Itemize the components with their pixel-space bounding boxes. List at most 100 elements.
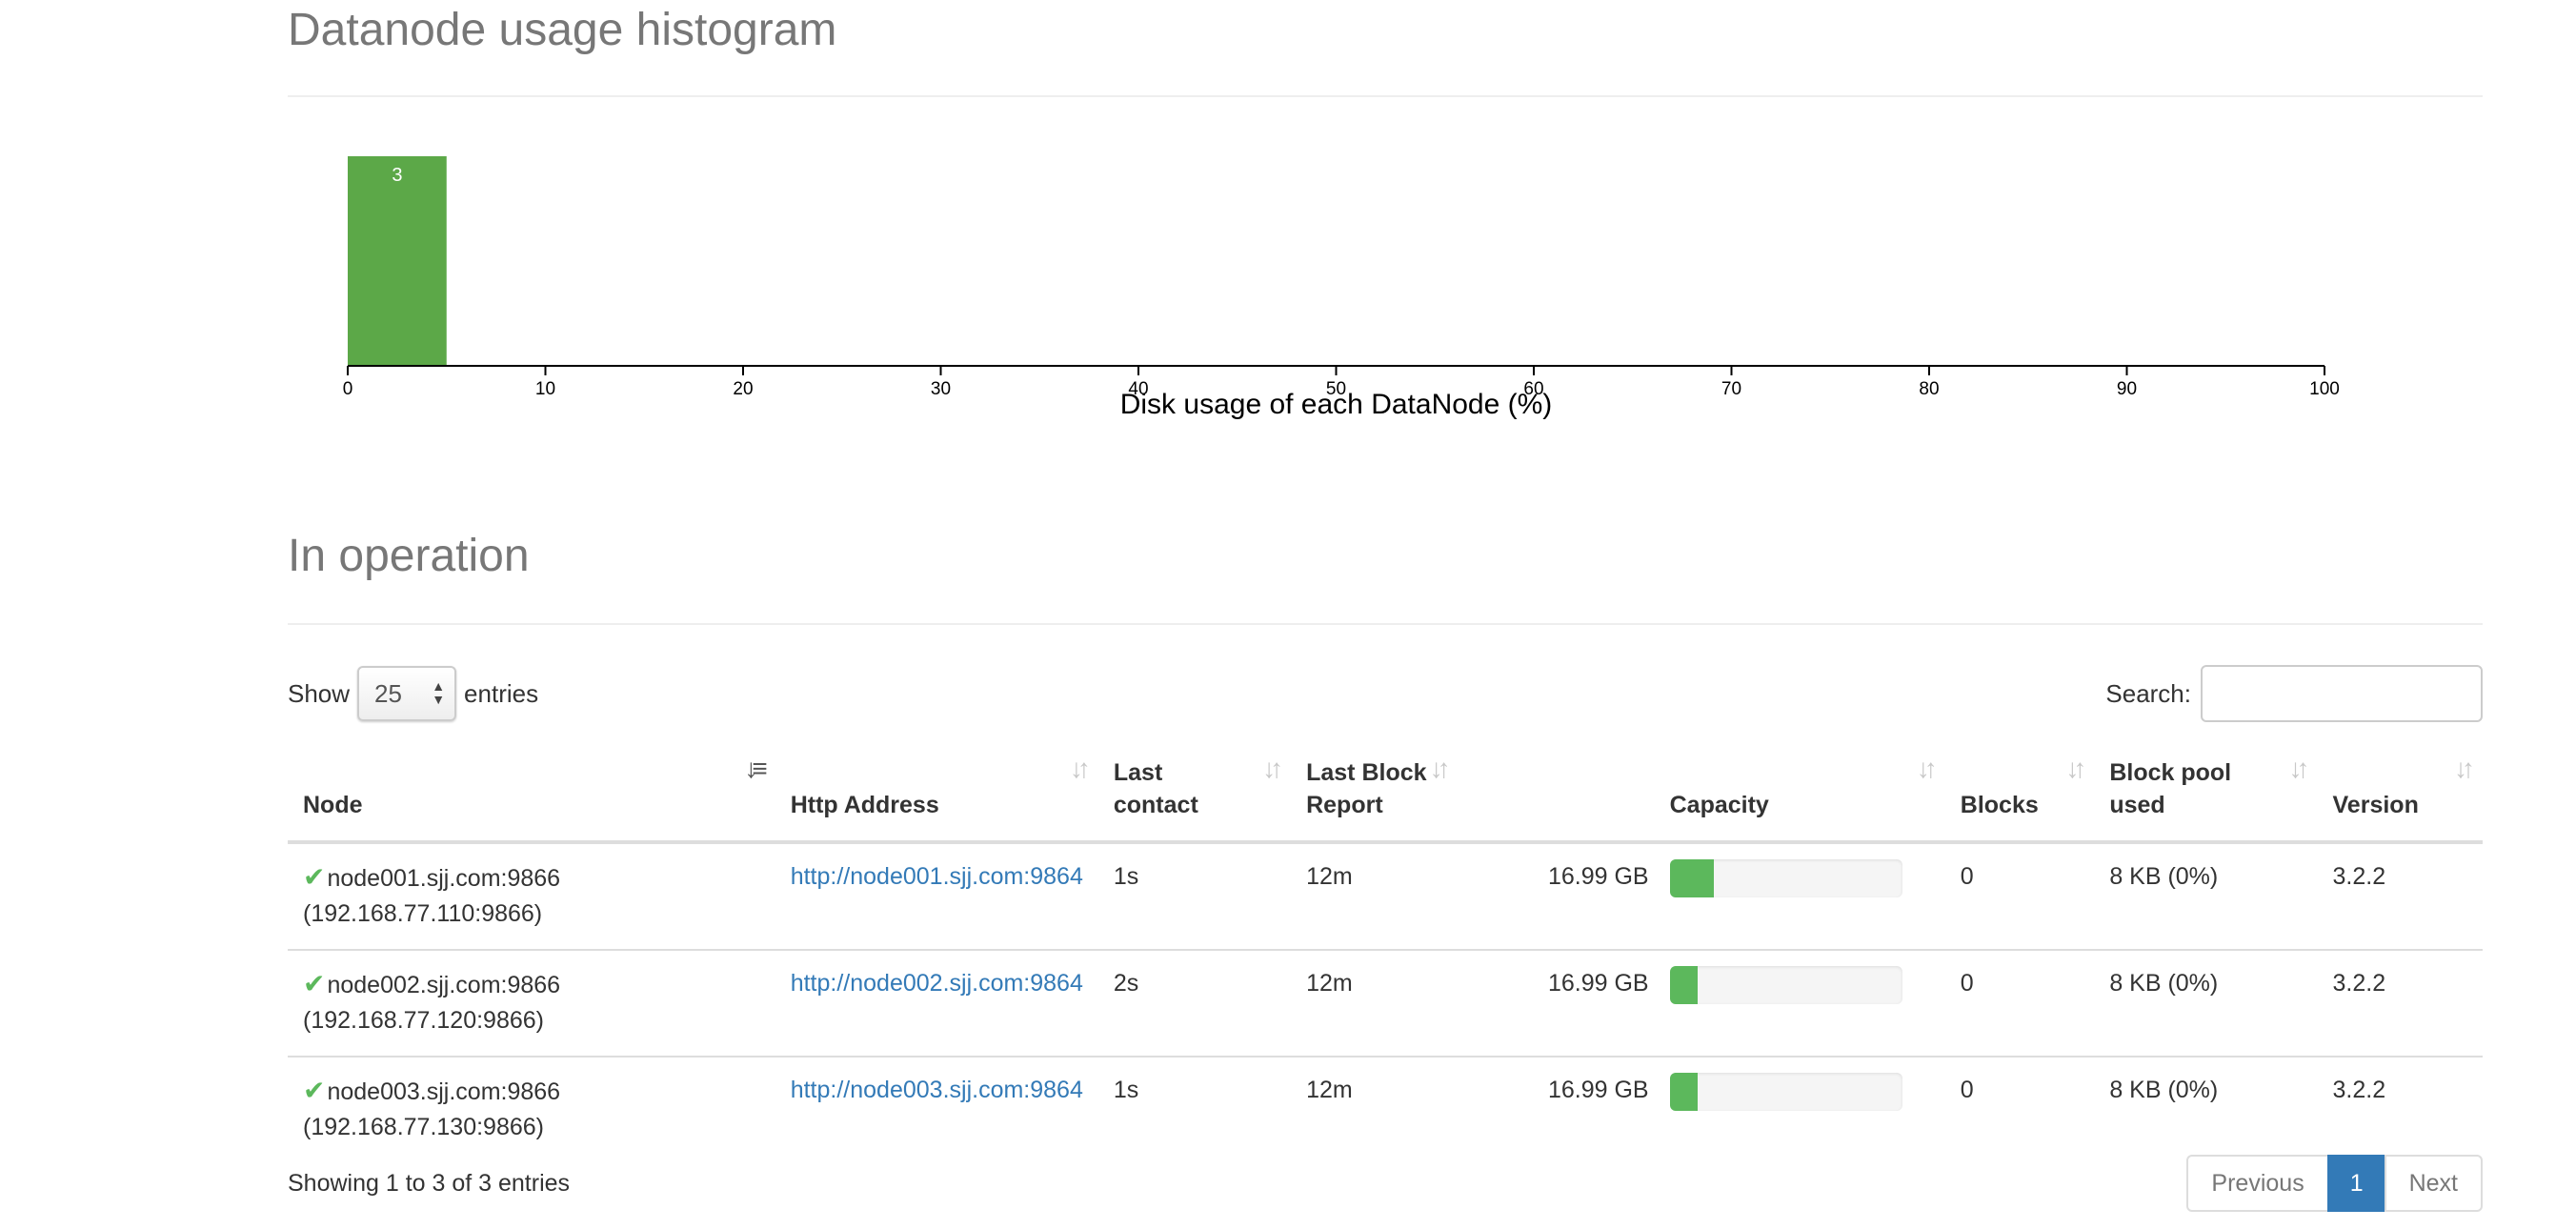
- sort-icon: ↓↑: [2454, 754, 2475, 783]
- block-pool-used-cell: 8 KB (0%): [2094, 949, 2318, 1057]
- http-cell: http://node003.sjj.com:9864: [775, 1056, 1098, 1162]
- page-length-control: Show 25 ▲ ▼ entries: [288, 663, 538, 724]
- capacity-progress-bar: [1669, 966, 1698, 1004]
- last-block-report-cell: 12m: [1291, 949, 1670, 1057]
- col-header-node[interactable]: Node ↓≡: [288, 745, 775, 844]
- sort-icon: ↓↑: [2065, 754, 2086, 783]
- check-icon: ✔: [303, 862, 326, 892]
- datanode-table-body: ✔node001.sjj.com:9866 (192.168.77.110:986…: [288, 842, 2483, 1162]
- capacity-progress-bar: [1669, 859, 1714, 897]
- col-header-node-label: Node: [303, 792, 363, 818]
- x-axis-tick-label: 80: [1919, 379, 1939, 399]
- capacity-progress: [1669, 966, 1902, 1004]
- last-contact-cell: 1s: [1113, 863, 1139, 890]
- sort-icon: ↓↑: [1916, 754, 1938, 783]
- x-axis-tick-label: 0: [343, 379, 353, 399]
- search-control: Search:: [2105, 663, 2483, 724]
- col-header-last-block-report-label: Last Block Report: [1306, 759, 1427, 818]
- node-name: node003.sjj.com:9866: [327, 1078, 561, 1105]
- col-header-version-label: Version: [2332, 792, 2419, 818]
- node-name: node002.sjj.com:9866: [327, 972, 561, 998]
- in-operation-divider: [288, 623, 2483, 625]
- version-cell: 3.2.2: [2317, 1056, 2483, 1162]
- datanode-table: Node ↓≡ Http Address ↓↑ Last contact ↓↑ Las…: [288, 745, 2483, 1162]
- http-address-link[interactable]: http://node003.sjj.com:9864: [790, 1077, 1083, 1103]
- capacity-value: 16.99 GB: [1547, 863, 1649, 890]
- capacity-value: 16.99 GB: [1547, 1077, 1649, 1103]
- check-icon: ✔: [303, 1076, 326, 1105]
- x-axis-tick-label: 40: [1128, 379, 1148, 399]
- blocks-cell: 0: [1960, 863, 1974, 890]
- sort-asc-icon: ↓≡: [744, 754, 767, 783]
- version-cell: 3.2.2: [2332, 863, 2386, 890]
- col-header-http-label: Http Address: [790, 792, 939, 818]
- check-icon: ✔: [303, 969, 326, 998]
- col-header-last-block-report[interactable]: Last Block Report ↓↑: [1291, 745, 1670, 844]
- blocks-cell: 0: [1944, 1056, 2095, 1162]
- table-info: Showing 1 to 3 of 3 entries: [288, 1170, 571, 1197]
- capacity-cell: 16.99 GB: [1548, 1056, 1945, 1162]
- col-header-block-pool-used-label: Block pool used: [2109, 759, 2232, 818]
- capacity-cell: 16.99 GB: [1548, 842, 1945, 950]
- node-name: node001.sjj.com:9866: [327, 865, 561, 892]
- histogram-title: Datanode usage histogram: [288, 5, 837, 55]
- entries-label: entries: [464, 678, 539, 708]
- previous-page-button[interactable]: Previous: [2186, 1155, 2329, 1212]
- histogram-divider: [288, 95, 2483, 97]
- col-header-blocks-label: Blocks: [1960, 792, 2039, 818]
- sort-icon: ↓↑: [1069, 754, 1091, 783]
- table-row: ✔node001.sjj.com:9866 (192.168.77.110:986…: [288, 842, 2483, 950]
- capacity-progress: [1669, 859, 1902, 897]
- version-cell: 3.2.2: [2317, 949, 2483, 1057]
- node-cell: ✔node003.sjj.com:9866 (192.168.77.130:986…: [288, 1056, 775, 1162]
- capacity-value: 16.99 GB: [1547, 970, 1649, 997]
- next-page-button[interactable]: Next: [2384, 1155, 2483, 1212]
- table-controls: Show 25 ▲ ▼ entries Search:: [288, 663, 2483, 724]
- usage-histogram: 3 0 10 20 30 40 50 60 70 80 90 100 Disk usage of eac…: [288, 124, 2483, 438]
- pagination: Previous 1 Next: [2186, 1155, 2483, 1212]
- sort-icon: ↓↑: [1429, 754, 1451, 783]
- col-header-http-address[interactable]: Http Address ↓↑: [775, 745, 1098, 844]
- sort-icon: ↓↑: [2288, 754, 2310, 783]
- x-axis-tick-label: 100: [2309, 379, 2340, 399]
- capacity-progress: [1669, 1073, 1902, 1111]
- table-row: ✔node002.sjj.com:9866 (192.168.77.120:986…: [288, 949, 2483, 1057]
- search-label: Search:: [2105, 678, 2191, 708]
- blocks-cell: 0: [1944, 949, 2095, 1057]
- col-header-last-contact[interactable]: Last contact ↓↑: [1097, 745, 1292, 844]
- sort-icon: ↓↑: [1262, 754, 1283, 783]
- histogram-bar: [348, 156, 447, 366]
- page-1-button[interactable]: 1: [2326, 1155, 2386, 1212]
- node-ip: (192.168.77.110:9866): [303, 900, 543, 927]
- last-contact-cell: 1s: [1097, 1056, 1292, 1162]
- x-axis-tick-label: 70: [1721, 379, 1741, 399]
- col-header-capacity-label: Capacity: [1669, 792, 1769, 818]
- table-header-row: Node ↓≡ Http Address ↓↑ Last contact ↓↑ Las…: [288, 745, 2483, 844]
- node-ip: (192.168.77.120:9866): [303, 1007, 544, 1034]
- http-address-link[interactable]: http://node001.sjj.com:9864: [790, 863, 1083, 890]
- show-label: Show: [288, 678, 351, 708]
- table-row: ✔node003.sjj.com:9866 (192.168.77.130:986…: [288, 1056, 2483, 1162]
- x-axis-tick-label: 30: [931, 379, 951, 399]
- col-header-version[interactable]: Version ↓↑: [2317, 745, 2483, 844]
- x-axis-tick-label: 10: [535, 379, 555, 399]
- in-operation-title: In operation: [288, 531, 530, 581]
- block-pool-used-cell: 8 KB (0%): [2109, 863, 2219, 890]
- http-address-link[interactable]: http://node002.sjj.com:9864: [790, 970, 1083, 997]
- x-axis-tick-label: 20: [733, 379, 753, 399]
- node-ip: (192.168.77.130:9866): [303, 1114, 544, 1140]
- col-header-capacity[interactable]: Capacity ↓↑: [1669, 745, 1945, 844]
- http-cell: http://node001.sjj.com:9864: [775, 842, 1098, 950]
- node-cell: ✔node002.sjj.com:9866 (192.168.77.120:986…: [288, 949, 775, 1057]
- search-input[interactable]: [2201, 665, 2483, 722]
- page-length-value: 25: [374, 679, 402, 708]
- x-axis-tick-label: 60: [1523, 379, 1543, 399]
- block-pool-used-cell: 8 KB (0%): [2094, 1056, 2318, 1162]
- last-contact-cell: 2s: [1097, 949, 1292, 1057]
- col-header-block-pool-used[interactable]: Block pool used ↓↑: [2094, 745, 2318, 844]
- x-axis-label: Disk usage of each DataNode (%): [1120, 389, 1553, 420]
- page-length-select[interactable]: 25 ▲ ▼: [357, 666, 457, 721]
- last-block-report-cell: 12m: [1306, 863, 1353, 890]
- col-header-blocks[interactable]: Blocks ↓↑: [1944, 745, 2095, 844]
